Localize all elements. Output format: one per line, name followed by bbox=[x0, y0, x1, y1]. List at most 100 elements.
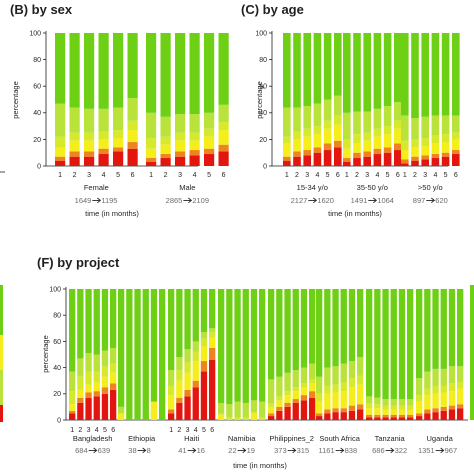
bar-segment bbox=[313, 103, 322, 127]
count-end: 838 bbox=[345, 446, 358, 455]
bar-segment bbox=[398, 409, 406, 415]
bar-segment bbox=[300, 367, 308, 384]
bar-segment bbox=[343, 112, 351, 140]
bar-segment bbox=[69, 404, 76, 411]
bar-segment bbox=[113, 151, 124, 166]
bar-segment bbox=[127, 142, 138, 149]
bar-segment bbox=[374, 408, 381, 415]
bar-segment bbox=[366, 396, 373, 403]
bar-segment bbox=[382, 289, 389, 400]
arrow-icon bbox=[368, 197, 378, 204]
x-tick-label: 6 bbox=[396, 172, 400, 179]
bar-segment bbox=[204, 136, 215, 149]
group-count: 897 620 bbox=[413, 196, 448, 205]
bar-segment bbox=[276, 376, 283, 397]
bar-segment bbox=[348, 361, 356, 379]
group-label: Female bbox=[84, 183, 109, 192]
bar-segment bbox=[234, 289, 241, 402]
bar-segment bbox=[242, 417, 249, 420]
bar-segment bbox=[176, 357, 183, 371]
bar-segment bbox=[340, 408, 347, 413]
y-tick-label: 80 bbox=[259, 57, 267, 64]
x-tick-label: 3 bbox=[178, 172, 182, 179]
bar-segment bbox=[209, 332, 216, 338]
bar-segment bbox=[424, 388, 431, 396]
bar-segment bbox=[218, 414, 225, 420]
bar-segment bbox=[55, 160, 66, 166]
bar-segment bbox=[390, 405, 397, 410]
bar-segment bbox=[293, 33, 301, 108]
bar-segment bbox=[284, 402, 291, 407]
bar-segment bbox=[357, 409, 364, 420]
bar-segment bbox=[292, 391, 299, 400]
bar-segment bbox=[407, 289, 414, 400]
bar-segment bbox=[324, 409, 331, 414]
group-count: 1351 967 bbox=[418, 446, 457, 455]
bar-segment bbox=[250, 412, 258, 414]
bar-segment bbox=[218, 130, 229, 145]
count-end: 620 bbox=[435, 196, 448, 205]
bar-segment bbox=[292, 402, 299, 420]
bar-segment bbox=[101, 393, 109, 420]
bar-segment bbox=[343, 139, 351, 149]
bar-segment bbox=[316, 393, 323, 402]
bar-segment bbox=[85, 289, 92, 354]
bar-segment bbox=[452, 115, 460, 133]
x-axis-label: time (in months) bbox=[233, 461, 287, 470]
x-axis-label: time (in months) bbox=[328, 209, 382, 218]
count-end: 1195 bbox=[101, 196, 117, 205]
bar-segment bbox=[394, 120, 402, 129]
bar-segment bbox=[421, 116, 429, 139]
bar-segment bbox=[432, 289, 439, 369]
count-start: 686 bbox=[372, 446, 385, 455]
bar-segment bbox=[276, 400, 283, 407]
bar-segment bbox=[93, 371, 100, 383]
bar-segment bbox=[259, 417, 266, 420]
bar-segment bbox=[411, 147, 419, 157]
bar-segment bbox=[374, 417, 381, 420]
bar-segment bbox=[168, 395, 175, 410]
bar-segment bbox=[242, 402, 249, 418]
bar-segment bbox=[146, 158, 157, 163]
bar-segment bbox=[457, 382, 464, 389]
arrow-icon bbox=[435, 447, 445, 454]
x-tick-label: 1 bbox=[70, 427, 74, 434]
bar-segment bbox=[457, 408, 464, 420]
bar-segment bbox=[363, 33, 371, 112]
bar-segment bbox=[69, 151, 80, 157]
bar-segment bbox=[189, 150, 200, 156]
bar-segment bbox=[176, 289, 183, 358]
bar-segment bbox=[323, 120, 332, 129]
bar-segment bbox=[113, 107, 124, 131]
x-tick-label: 4 bbox=[95, 427, 99, 434]
bar-segment bbox=[218, 151, 229, 166]
bar-segment bbox=[432, 385, 439, 394]
x-tick-label: 6 bbox=[454, 172, 458, 179]
bar-segment bbox=[374, 414, 381, 418]
x-tick-label: 6 bbox=[336, 172, 340, 179]
bar-segment bbox=[250, 413, 258, 420]
count-start: 897 bbox=[413, 196, 426, 205]
bar-segment bbox=[184, 389, 191, 397]
bar-segment bbox=[363, 132, 371, 141]
bar-segment bbox=[431, 33, 440, 116]
bar-segment bbox=[127, 120, 138, 131]
bar-segment bbox=[323, 143, 332, 151]
bar-segment bbox=[309, 383, 316, 392]
bar-segment bbox=[113, 33, 124, 108]
bar-segment bbox=[440, 385, 447, 393]
bar-segment bbox=[313, 126, 322, 135]
bar-segment bbox=[276, 406, 283, 411]
bar-segment bbox=[332, 366, 339, 385]
count-start: 22 bbox=[228, 446, 236, 455]
bar-segment bbox=[284, 372, 291, 392]
bar-segment bbox=[383, 152, 392, 166]
bar-segment bbox=[146, 148, 157, 159]
bar-segment bbox=[55, 33, 66, 104]
bar-segment bbox=[292, 289, 299, 371]
arrow-icon bbox=[88, 447, 98, 454]
x-tick-label: 6 bbox=[131, 172, 135, 179]
bar-segment bbox=[218, 289, 225, 403]
y-tick-label: 60 bbox=[259, 84, 267, 91]
bar-segment bbox=[218, 402, 225, 414]
